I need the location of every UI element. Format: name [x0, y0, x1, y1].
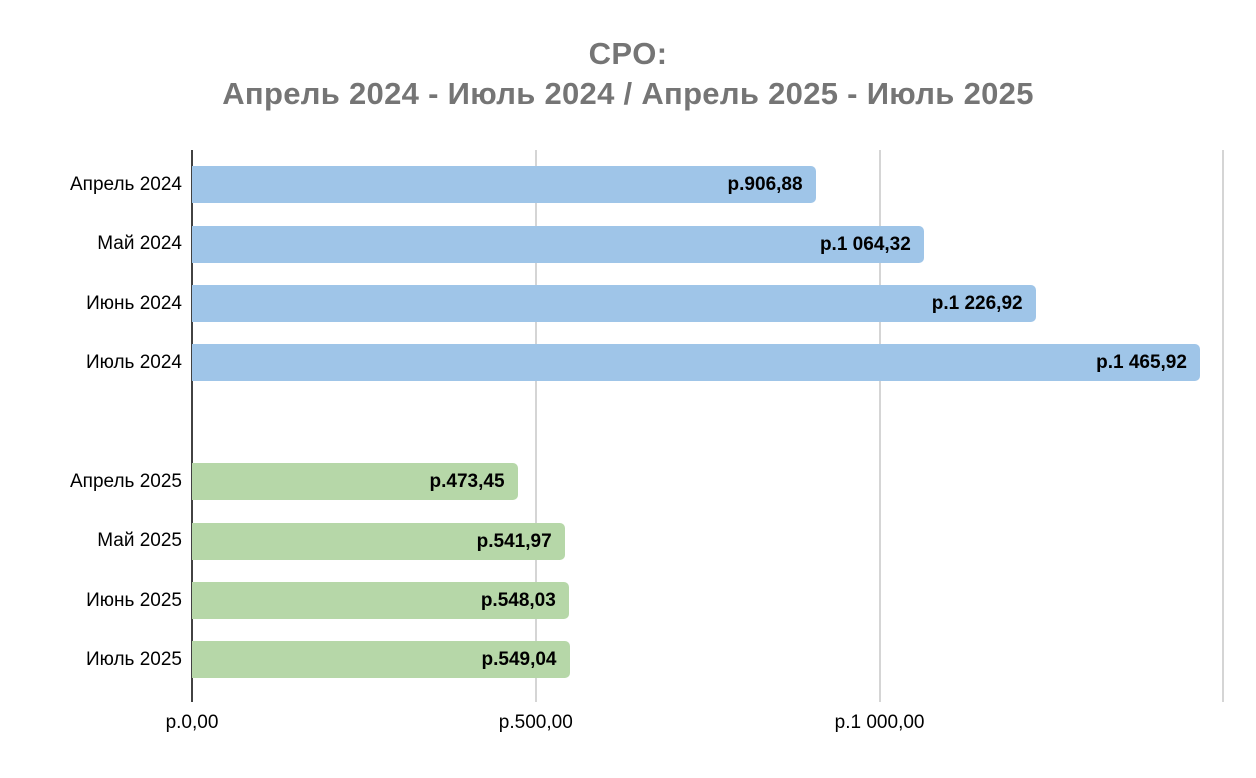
value-axis-tick-label: р.0,00	[165, 712, 219, 733]
value-axis-tick-label: р.500,00	[498, 712, 573, 733]
bar-row: р.1 465,92	[192, 333, 1244, 392]
bar-value-label: р.1 226,92	[931, 292, 1023, 314]
category-label: Май 2024	[97, 233, 182, 255]
bar-row: р.473,45	[192, 452, 1244, 511]
bar-2025: р.473,45	[192, 463, 518, 501]
bar-row: р.906,88	[192, 155, 1244, 214]
bar-row: р.1 064,32	[192, 214, 1244, 273]
bar-2025: р.548,03	[192, 581, 569, 619]
bar-value-label: р.549,04	[481, 649, 557, 671]
category-label: Июнь 2024	[86, 292, 182, 314]
bar-2024: р.1 465,92	[192, 344, 1200, 382]
bar-2024: р.1 064,32	[192, 225, 924, 263]
bar-value-label: р.1 465,92	[1096, 352, 1187, 374]
bar-row: р.1 226,92	[192, 274, 1244, 333]
gridline	[1222, 150, 1225, 702]
bar-row: р.541,97	[192, 511, 1244, 570]
bar-row: р.548,03	[192, 571, 1244, 630]
bar-value-label: р.541,97	[476, 530, 552, 552]
category-label: Май 2025	[97, 530, 182, 552]
chart-title-line2: Апрель 2024 - Июль 2024 / Апрель 2025 - …	[222, 76, 1034, 111]
plot-area: р.906,88 р.1 064,32 р.1 226,92 р.1 465,92 р.…	[191, 150, 1244, 702]
category-label: Апрель 2025	[70, 471, 182, 492]
bar-value-label: р.473,45	[429, 471, 505, 493]
bar-2024: р.1 226,92	[192, 284, 1036, 322]
category-label: Июль 2024	[85, 352, 182, 374]
bar-2025: р.549,04	[192, 641, 570, 679]
category-label: Июль 2025	[85, 649, 182, 671]
bar-value-label: р.548,03	[480, 589, 556, 611]
bar-value-label: р.906,88	[727, 174, 803, 196]
category-axis-line	[191, 150, 193, 702]
category-label: Апрель 2024	[70, 174, 182, 195]
bar-row: р.549,04	[192, 630, 1244, 689]
bar-2024: р.906,88	[192, 166, 816, 204]
chart-title-line1: CPO:	[588, 36, 668, 71]
gridline	[534, 150, 537, 702]
value-axis-tick-label: р.1 000,00	[834, 712, 925, 733]
bar-value-label: р.1 064,32	[819, 233, 911, 255]
bar-2025: р.541,97	[192, 522, 565, 560]
chart-title: CPO: Апрель 2024 - Июль 2024 / Апрель 20…	[0, 34, 1256, 114]
category-label: Июнь 2025	[86, 589, 182, 611]
gridline	[878, 150, 881, 702]
